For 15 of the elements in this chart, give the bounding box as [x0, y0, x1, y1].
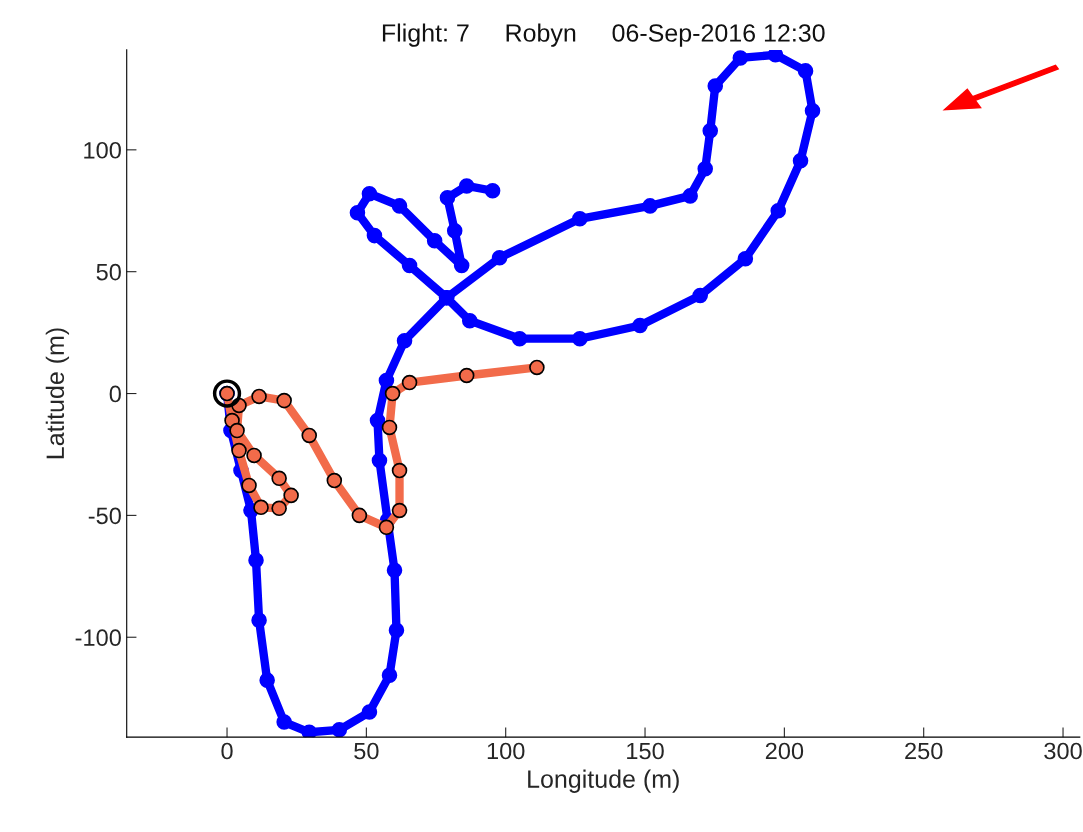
x-axis-title: Longitude (m) — [528, 769, 679, 793]
y-tick-label: 100 — [84, 141, 121, 159]
x-tick-label: 50 — [354, 742, 379, 760]
chart-title: Flight: 7 Robyn 06-Sep-2016 12:30 — [382, 23, 825, 47]
y-tick-label: 50 — [96, 263, 121, 281]
y-tick-label: -100 — [75, 629, 121, 647]
y-axis-title: Latitude (m) — [45, 328, 70, 459]
x-tick-label: 300 — [1044, 742, 1082, 760]
y-tick-label: -50 — [88, 507, 121, 525]
x-tick-label: 250 — [905, 742, 943, 760]
y-tick-label: 0 — [109, 385, 121, 403]
x-tick-label: 150 — [627, 742, 664, 760]
x-tick-label: 200 — [765, 742, 804, 760]
x-tick-label: 0 — [221, 742, 233, 760]
x-tick-label: 100 — [487, 742, 525, 760]
